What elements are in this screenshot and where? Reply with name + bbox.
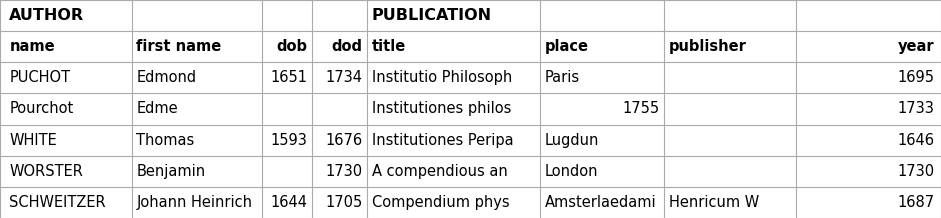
Text: Thomas: Thomas — [136, 133, 195, 148]
Text: Pourchot: Pourchot — [9, 101, 73, 116]
Text: Amsterlaedami: Amsterlaedami — [545, 195, 657, 210]
Text: WHITE: WHITE — [9, 133, 57, 148]
Text: title: title — [372, 39, 406, 54]
Text: 1646: 1646 — [898, 133, 934, 148]
Text: year: year — [898, 39, 934, 54]
Text: Lugdun: Lugdun — [545, 133, 599, 148]
Text: dob: dob — [277, 39, 308, 54]
Text: 1687: 1687 — [898, 195, 934, 210]
Text: Paris: Paris — [545, 70, 580, 85]
Text: SCHWEITZER: SCHWEITZER — [9, 195, 106, 210]
Text: Benjamin: Benjamin — [136, 164, 205, 179]
Text: 1730: 1730 — [898, 164, 934, 179]
Text: WORSTER: WORSTER — [9, 164, 84, 179]
Text: A compendious an: A compendious an — [372, 164, 507, 179]
Text: PUCHOT: PUCHOT — [9, 70, 71, 85]
Text: first name: first name — [136, 39, 222, 54]
Text: 1676: 1676 — [326, 133, 362, 148]
Text: 1755: 1755 — [623, 101, 660, 116]
Text: 1644: 1644 — [271, 195, 308, 210]
Text: 1593: 1593 — [271, 133, 308, 148]
Text: 1734: 1734 — [326, 70, 362, 85]
Text: Johann Heinrich: Johann Heinrich — [136, 195, 252, 210]
Text: Institutiones philos: Institutiones philos — [372, 101, 511, 116]
Text: Institutiones Peripa: Institutiones Peripa — [372, 133, 514, 148]
Text: London: London — [545, 164, 598, 179]
Text: Edme: Edme — [136, 101, 178, 116]
Text: 1705: 1705 — [325, 195, 362, 210]
Text: Henricum W: Henricum W — [669, 195, 759, 210]
Text: Compendium phys: Compendium phys — [372, 195, 509, 210]
Text: Institutio Philosoph: Institutio Philosoph — [372, 70, 512, 85]
Text: PUBLICATION: PUBLICATION — [372, 8, 492, 23]
Text: AUTHOR: AUTHOR — [9, 8, 85, 23]
Text: dod: dod — [331, 39, 362, 54]
Text: 1730: 1730 — [326, 164, 362, 179]
Text: 1695: 1695 — [898, 70, 934, 85]
Text: publisher: publisher — [669, 39, 747, 54]
Text: name: name — [9, 39, 55, 54]
Text: place: place — [545, 39, 589, 54]
Text: Edmond: Edmond — [136, 70, 197, 85]
Text: 1651: 1651 — [271, 70, 308, 85]
Text: 1733: 1733 — [898, 101, 934, 116]
